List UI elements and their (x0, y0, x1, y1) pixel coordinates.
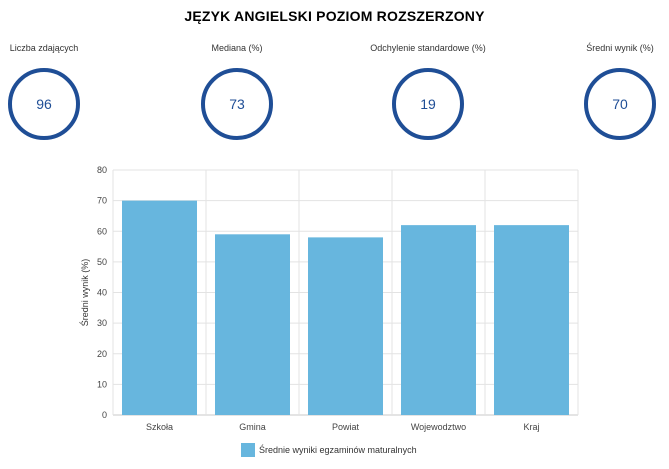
bar-3[interactable] (308, 237, 383, 415)
x-tick-label: Szkoła (146, 422, 173, 432)
page-title: JĘZYK ANGIELSKI POZIOM ROZSZERZONY (184, 8, 485, 24)
y-tick-label: 50 (97, 257, 107, 267)
x-tick-label: Powiat (332, 422, 360, 432)
stat-value-circle: 70 (584, 68, 656, 140)
y-tick-label: 60 (97, 226, 107, 236)
y-tick-label: 40 (97, 288, 107, 298)
x-tick-label: Gmina (239, 422, 266, 432)
chart-legend[interactable]: Średnie wyniki egzaminów maturalnych (241, 442, 417, 458)
stat-value-circle: 19 (392, 68, 464, 140)
bar-1[interactable] (122, 200, 197, 415)
y-tick-label: 80 (97, 165, 107, 175)
stat-value-circle: 96 (8, 68, 80, 140)
stat-liczba-zdajacych: Liczba zdających 96 (0, 42, 124, 140)
y-tick-label: 20 (97, 349, 107, 359)
stat-label: Mediana (%) (211, 43, 263, 53)
stat-odchylenie: Odchylenie standardowe (%) 19 (348, 42, 508, 140)
x-tick-label: Kraj (523, 422, 539, 432)
stat-label: Średni wynik (%) (586, 43, 654, 53)
legend-swatch (241, 443, 255, 457)
y-tick-label: 10 (97, 379, 107, 389)
y-axis-label: Średni wynik (%) (79, 259, 90, 327)
stat-sredni-wynik: Średni wynik (%) 70 (540, 42, 669, 140)
bar-5[interactable] (494, 225, 569, 415)
y-tick-label: 30 (97, 318, 107, 328)
stat-value-circle: 73 (201, 68, 273, 140)
x-tick-label: Wojewodztwo (411, 422, 466, 432)
y-tick-label: 0 (102, 410, 107, 420)
y-tick-label: 70 (97, 196, 107, 206)
stat-label: Odchylenie standardowe (%) (370, 43, 486, 53)
bar-2[interactable] (215, 234, 290, 415)
stat-mediana: Mediana (%) 73 (157, 42, 317, 140)
legend-label: Średnie wyniki egzaminów maturalnych (259, 445, 417, 455)
bar-4[interactable] (401, 225, 476, 415)
stat-label: Liczba zdających (9, 43, 79, 53)
